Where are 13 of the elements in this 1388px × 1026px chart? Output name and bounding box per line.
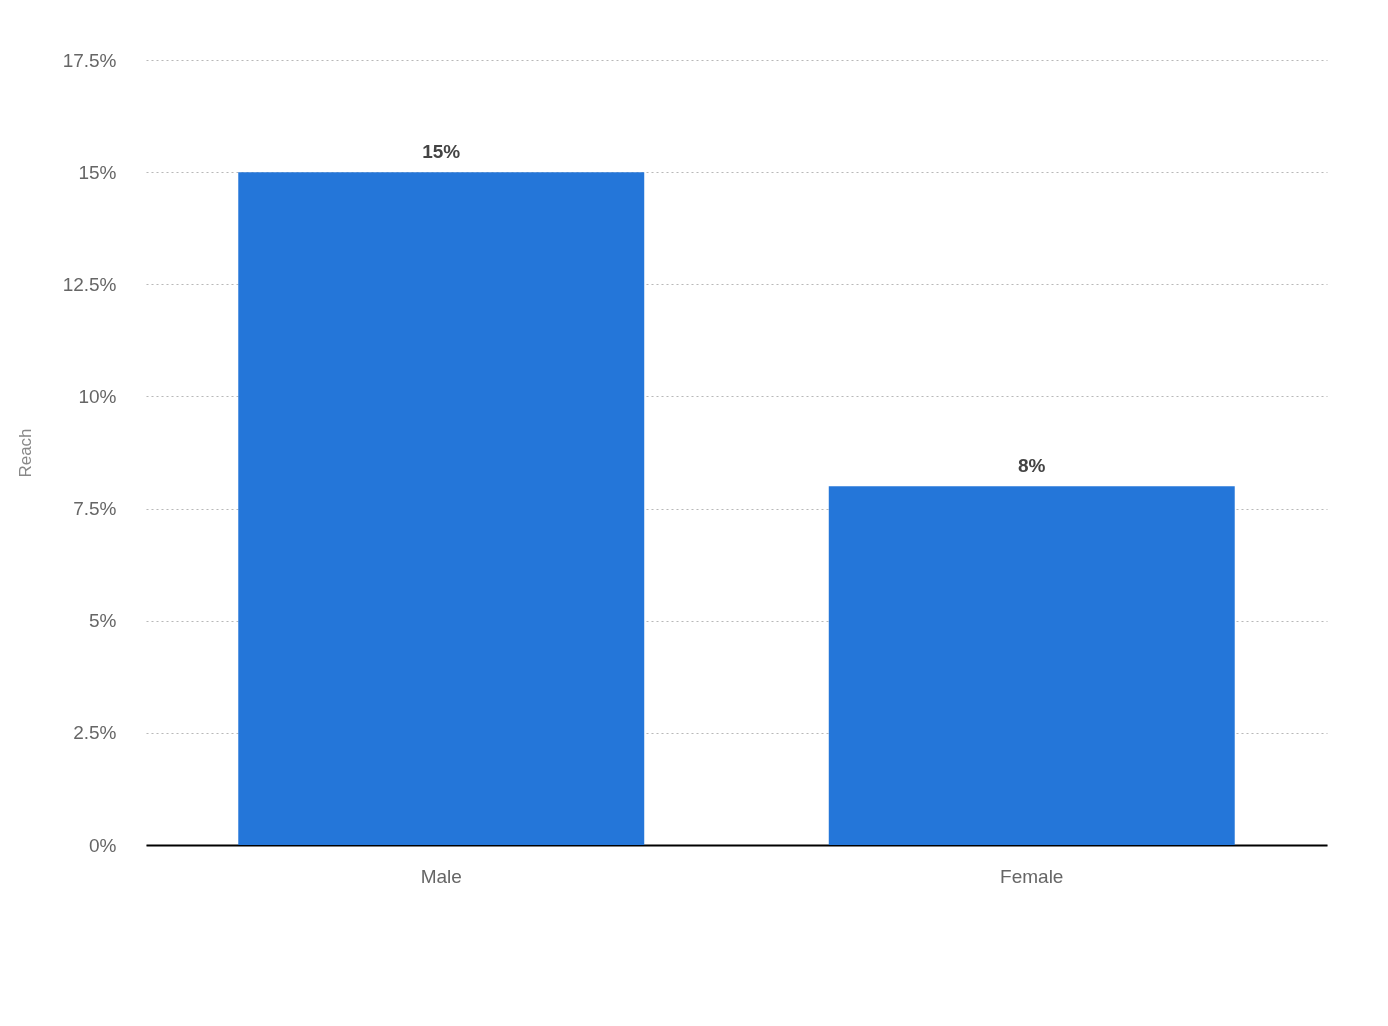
y-tick-label: 12.5% — [62, 273, 117, 295]
y-tick-label: 2.5% — [73, 722, 117, 744]
data-label: 8% — [1018, 455, 1046, 477]
y-tick-label: 10% — [78, 385, 117, 407]
y-tick-label: 0% — [89, 834, 117, 856]
y-axis-title: Reach — [15, 428, 35, 478]
y-tick-label: 5% — [89, 610, 117, 632]
y-tick-label: 7.5% — [73, 498, 117, 520]
y-tick-label: 17.5% — [62, 49, 117, 71]
y-tick-label: 15% — [78, 161, 117, 183]
data-label: 15% — [422, 141, 461, 163]
x-tick-label: Female — [1000, 865, 1064, 887]
x-tick-label: Male — [420, 865, 462, 887]
